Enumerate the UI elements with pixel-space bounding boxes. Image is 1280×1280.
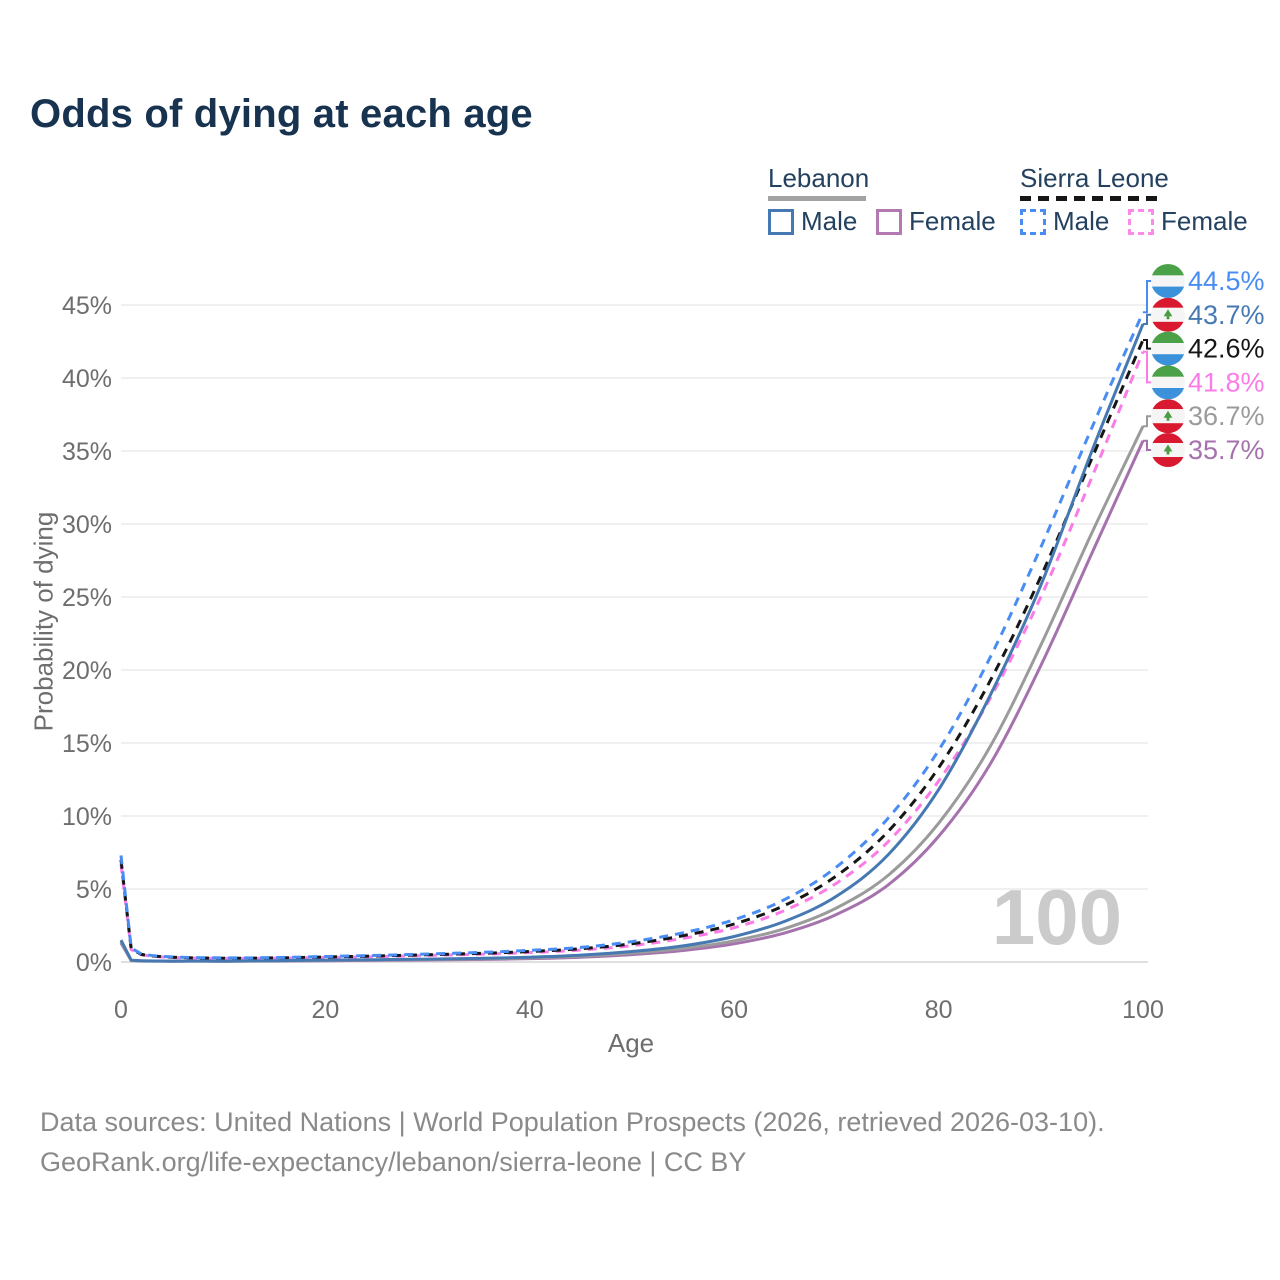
x-tick-label-20: 20 xyxy=(311,996,339,1024)
legend-underline-sierra-leone-dashed-line xyxy=(1020,196,1163,201)
end-label-connector xyxy=(1143,439,1153,451)
flag-icon-lebanon xyxy=(1151,399,1185,434)
end-label-value-lebanon-male: 43.7% xyxy=(1188,300,1265,330)
y-tick-label-30: 30% xyxy=(62,511,112,539)
legend-underline-lebanon-solid-line xyxy=(768,196,866,201)
end-label-connector xyxy=(1143,280,1153,314)
x-axis-title: Age xyxy=(607,1028,655,1058)
page-title: Odds of dying at each age xyxy=(30,92,533,136)
legend-item-label: Female xyxy=(909,206,996,236)
end-label-value-sierra-leone-male: 44.5% xyxy=(1188,266,1265,296)
y-tick-label-10: 10% xyxy=(62,803,112,831)
y-tick-label-15: 15% xyxy=(62,730,112,758)
series-line-lebanon-male xyxy=(119,323,1145,963)
watermark-age-100: 100 xyxy=(992,873,1122,961)
end-label-value-lebanon-both-sexes: 36.7% xyxy=(1188,401,1265,431)
series-line-sierra-leone-both-sexes xyxy=(119,339,1145,960)
y-tick-label-35: 35% xyxy=(62,438,112,466)
y-tick-label-0: 0% xyxy=(76,949,112,977)
end-label-value-lebanon-female: 35.7% xyxy=(1188,435,1265,465)
y-tick-label-20: 20% xyxy=(62,657,112,685)
legend-item-label: Male xyxy=(801,206,858,236)
flag-icon-lebanon xyxy=(1151,297,1185,332)
footer-attribution-url: GeoRank.org/life-expectancy/lebanon/sier… xyxy=(40,1147,747,1177)
legend-item-lebanon-male[interactable]: Male xyxy=(768,206,857,237)
y-tick-label-25: 25% xyxy=(62,584,112,612)
flag-icon-sierra-leone xyxy=(1151,331,1185,366)
y-tick-label-45: 45% xyxy=(62,292,112,320)
lebanon-male-swatch-icon xyxy=(768,208,794,235)
lebanon-female-swatch-icon xyxy=(876,208,902,235)
end-label-connector xyxy=(1143,339,1153,350)
legend-item-label: Female xyxy=(1161,206,1248,236)
x-tick-label-40: 40 xyxy=(516,996,544,1024)
flag-icon-lebanon xyxy=(1151,433,1185,467)
legend-item-lebanon-female[interactable]: Female xyxy=(876,206,996,237)
series-line-sierra-leone-male xyxy=(119,311,1145,960)
end-label-connector xyxy=(1143,415,1153,428)
flag-icon-sierra-leone xyxy=(1151,365,1185,400)
legend-item-sierra-leone-female[interactable]: Female xyxy=(1128,206,1248,237)
y-tick-label-5: 5% xyxy=(76,876,112,904)
x-tick-label-100: 100 xyxy=(1122,996,1164,1024)
legend-item-label: Male xyxy=(1053,206,1110,236)
legend-country-lebanon[interactable]: Lebanon xyxy=(768,163,870,193)
x-tick-label-0: 0 xyxy=(114,996,128,1024)
x-tick-label-80: 80 xyxy=(925,996,953,1024)
legend-country-sierra-leone[interactable]: Sierra Leone xyxy=(1020,163,1169,193)
end-label-connector xyxy=(1143,350,1153,384)
end-label-connector xyxy=(1143,313,1153,325)
flag-icon-sierra-leone xyxy=(1151,264,1185,298)
legend-item-sierra-leone-male[interactable]: Male xyxy=(1020,206,1109,237)
sierra-leone-male-swatch-icon xyxy=(1020,208,1046,235)
x-tick-label-60: 60 xyxy=(720,996,748,1024)
footer-data-sources: Data sources: United Nations | World Pop… xyxy=(40,1107,1105,1137)
end-label-value-sierra-leone-both-sexes: 42.6% xyxy=(1188,334,1265,364)
y-tick-label-40: 40% xyxy=(62,365,112,393)
sierra-leone-female-swatch-icon xyxy=(1128,208,1154,235)
end-label-value-sierra-leone-female: 41.8% xyxy=(1188,367,1265,397)
